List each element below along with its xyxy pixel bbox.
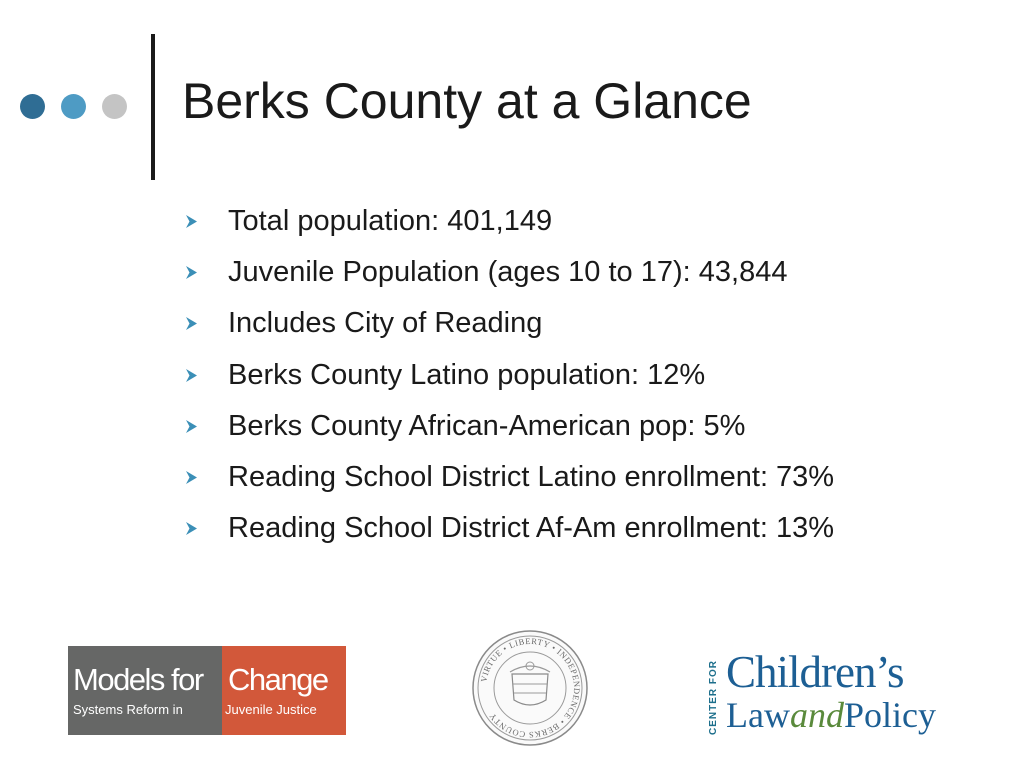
bullet-item: Reading School District Af-Am enrollment… <box>185 503 834 554</box>
berks-county-seal-logo: VIRTUE • LIBERTY • INDEPENDENCE • BERKS … <box>472 630 588 746</box>
ccl-line-2: LawandPolicy <box>726 694 936 736</box>
mfc-word-2: Change <box>228 662 329 697</box>
bullet-text: Juvenile Population (ages 10 to 17): 43,… <box>228 256 788 289</box>
decorative-dots <box>20 94 127 119</box>
bullet-item: Total population: 401,149 <box>185 196 834 247</box>
chevron-right-icon <box>186 215 197 229</box>
chevron-right-icon <box>186 471 197 485</box>
bullet-text: Reading School District Af-Am enrollment… <box>228 512 835 545</box>
bullet-item: Includes City of Reading <box>185 298 834 349</box>
bullet-item: Reading School District Latino enrollmen… <box>185 452 834 503</box>
bullet-item: Berks County Latino population: 12% <box>185 350 834 401</box>
ccl-law: Law <box>726 695 790 735</box>
models-for-change-logo: Models for Systems Reform in Change Juve… <box>68 646 346 735</box>
center-for-childrens-law-and-policy-logo: CENTER FOR Children’s LawandPolicy <box>708 647 988 748</box>
ccl-and: and <box>789 695 844 735</box>
logo-bar: Models for Systems Reform in Change Juve… <box>0 620 1024 750</box>
chevron-right-icon <box>186 317 197 331</box>
chevron-right-icon <box>186 522 197 536</box>
bullet-item: Berks County African-American pop: 5% <box>185 401 834 452</box>
mfc-word-1: Models for <box>73 662 204 697</box>
ccl-line-1: Children’s <box>726 647 904 697</box>
bullet-text: Reading School District Latino enrollmen… <box>228 461 835 494</box>
bullet-text: Total population: 401,149 <box>228 205 553 238</box>
slide-title: Berks County at a Glance <box>182 73 752 129</box>
title-divider <box>151 34 155 180</box>
bullet-text: Includes City of Reading <box>228 307 543 340</box>
dot-dark <box>20 94 45 119</box>
dot-light <box>102 94 127 119</box>
chevron-right-icon <box>186 266 197 280</box>
mfc-tagline-2: Juvenile Justice <box>225 702 317 717</box>
mfc-tagline-1: Systems Reform in <box>73 702 183 717</box>
bullet-item: Juvenile Population (ages 10 to 17): 43,… <box>185 247 834 298</box>
ccl-vertical-text: CENTER FOR <box>708 660 719 736</box>
dot-medium <box>61 94 86 119</box>
chevron-right-icon <box>186 368 197 382</box>
bullet-text: Berks County African-American pop: 5% <box>228 409 746 442</box>
bullet-list: Total population: 401,149 Juvenile Popula… <box>185 196 834 554</box>
chevron-right-icon <box>186 419 197 433</box>
ccl-policy: Policy <box>843 695 936 735</box>
bullet-text: Berks County Latino population: 12% <box>228 358 706 391</box>
